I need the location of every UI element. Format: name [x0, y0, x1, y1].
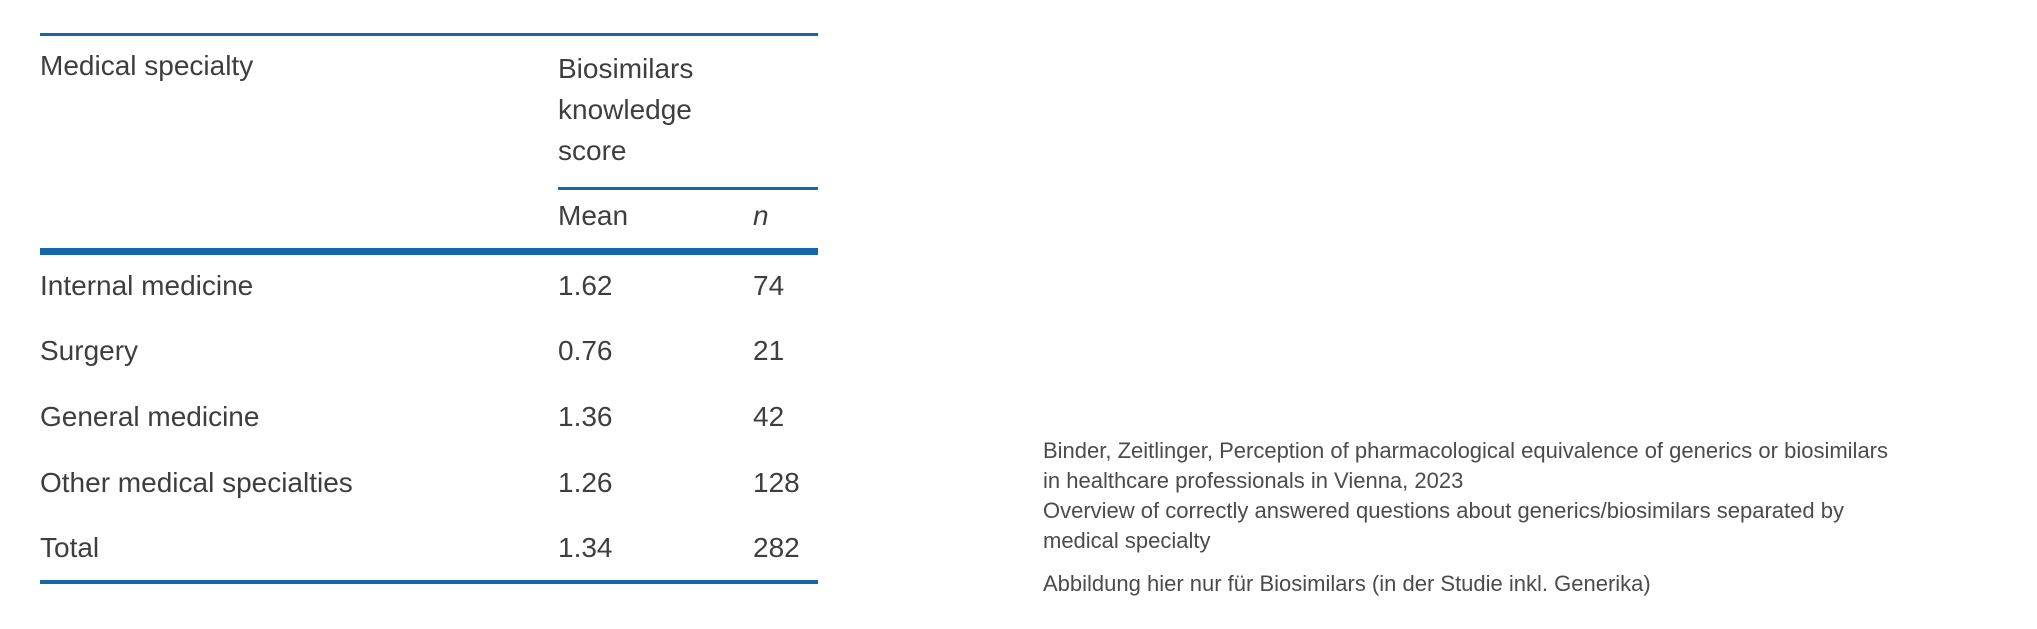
- table-row: General medicine 1.36 42: [40, 384, 818, 450]
- caption-source-line-1: Binder, Zeitlinger, Perception of pharma…: [1043, 438, 1889, 463]
- cell-specialty: Other medical specialties: [40, 466, 353, 498]
- caption-description-line-2: medical specialty: [1043, 528, 1211, 553]
- cell-specialty: Total: [40, 515, 558, 584]
- caption-description-line-1: Overview of correctly answered questions…: [1043, 498, 1844, 523]
- specialty-score-table: Medical specialty Biosimilars knowledge …: [40, 33, 818, 584]
- table-row: Internal medicine 1.62 74: [40, 252, 818, 318]
- cell-n: 74: [753, 270, 785, 302]
- group-header-row: Medical specialty Biosimilars knowledge …: [40, 33, 818, 255]
- cell-mean: 0.76: [558, 334, 613, 366]
- sub-header-row: Mean n: [40, 188, 818, 255]
- table-row: Other medical specialties 1.26 128: [40, 450, 818, 516]
- column-header-n: n: [753, 188, 818, 255]
- cell-n: 21: [753, 334, 785, 366]
- cell-mean: 1.36: [558, 400, 613, 432]
- column-header-mean: Mean: [558, 188, 753, 255]
- cell-n: 42: [753, 400, 785, 432]
- column-group-header-biosimilars-knowledge-score: Biosimilars knowledge score: [558, 33, 818, 190]
- cell-n: 128: [753, 466, 800, 498]
- cell-specialty: Surgery: [40, 334, 139, 366]
- caption-source-line-2: in healthcare professionals in Vienna, 2…: [1043, 468, 1464, 493]
- cell-specialty: Internal medicine: [40, 270, 254, 302]
- group-header-text: Biosimilars knowledge score: [558, 53, 694, 166]
- data-table: Medical specialty Biosimilars knowledge …: [40, 33, 818, 584]
- caption-note: Abbildung hier nur für Biosimilars (in d…: [1043, 571, 1651, 596]
- table-row: Surgery 0.76 21: [40, 318, 818, 384]
- table-row-total: Total 1.34 282: [40, 515, 818, 584]
- cell-mean: 1.26: [558, 466, 613, 498]
- cell-mean: 1.34: [558, 515, 753, 584]
- caption: Binder, Zeitlinger, Perception of pharma…: [1043, 436, 2037, 599]
- column-header-medical-specialty: Medical specialty: [40, 33, 558, 255]
- cell-n: 282: [753, 515, 818, 584]
- cell-specialty: General medicine: [40, 400, 260, 432]
- cell-mean: 1.62: [558, 270, 613, 302]
